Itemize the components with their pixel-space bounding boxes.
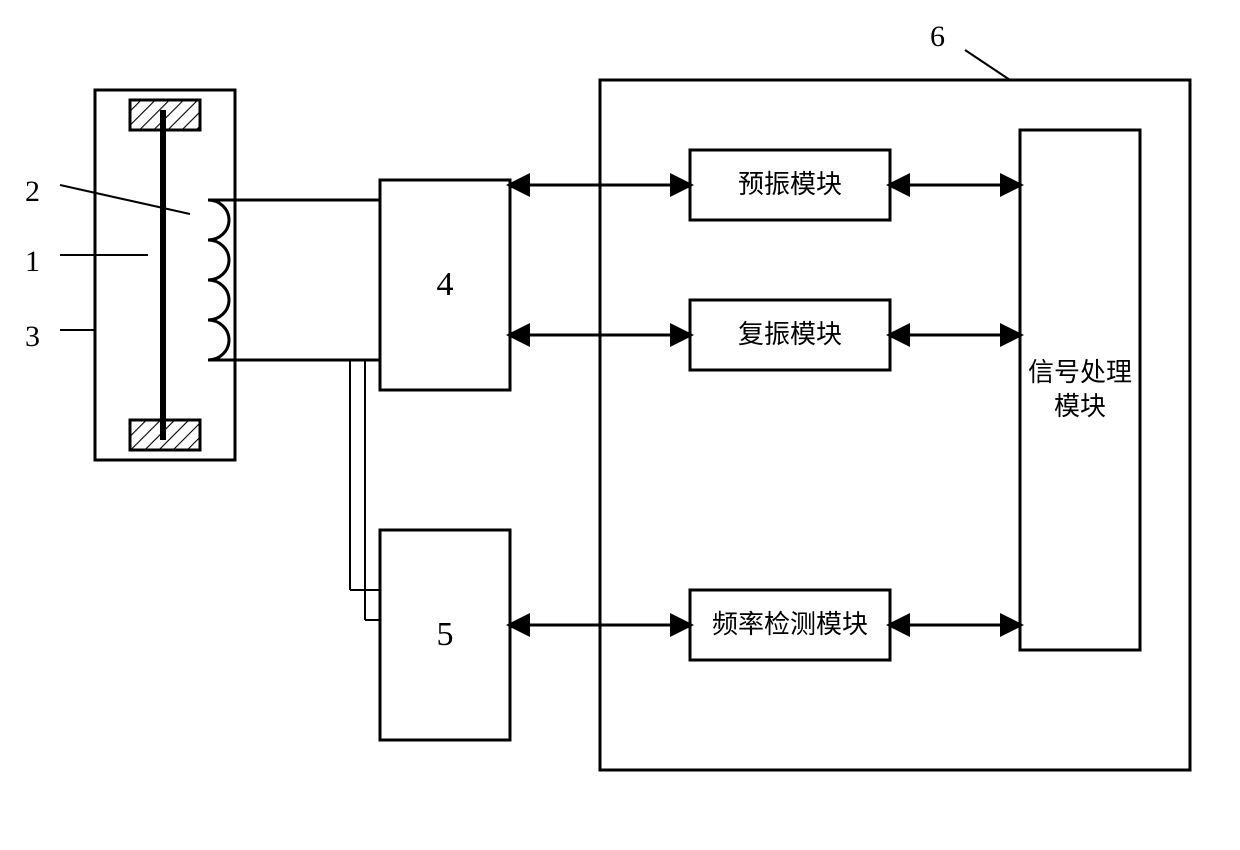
label-sig: 信号处理模块 — [1020, 130, 1140, 650]
label-freq: 频率检测模块 — [690, 590, 890, 660]
callout-n3: 3 — [25, 320, 40, 354]
leader-n2 — [60, 185, 190, 214]
label-reosc: 复振模块 — [690, 300, 890, 370]
leader-n6 — [965, 50, 1010, 80]
label-pre: 预振模块 — [690, 150, 890, 220]
sensor-coil — [208, 200, 229, 360]
sensor-beam — [160, 110, 166, 440]
diagram-stage: 预振模块复振模块频率检测模块 信号处理模块 4 5 1 2 3 6 — [0, 0, 1240, 850]
label-4: 4 — [380, 180, 510, 390]
label-5: 5 — [380, 530, 510, 740]
callout-n6: 6 — [930, 20, 945, 54]
callout-n2: 2 — [25, 175, 40, 209]
callout-n1: 1 — [25, 245, 40, 279]
